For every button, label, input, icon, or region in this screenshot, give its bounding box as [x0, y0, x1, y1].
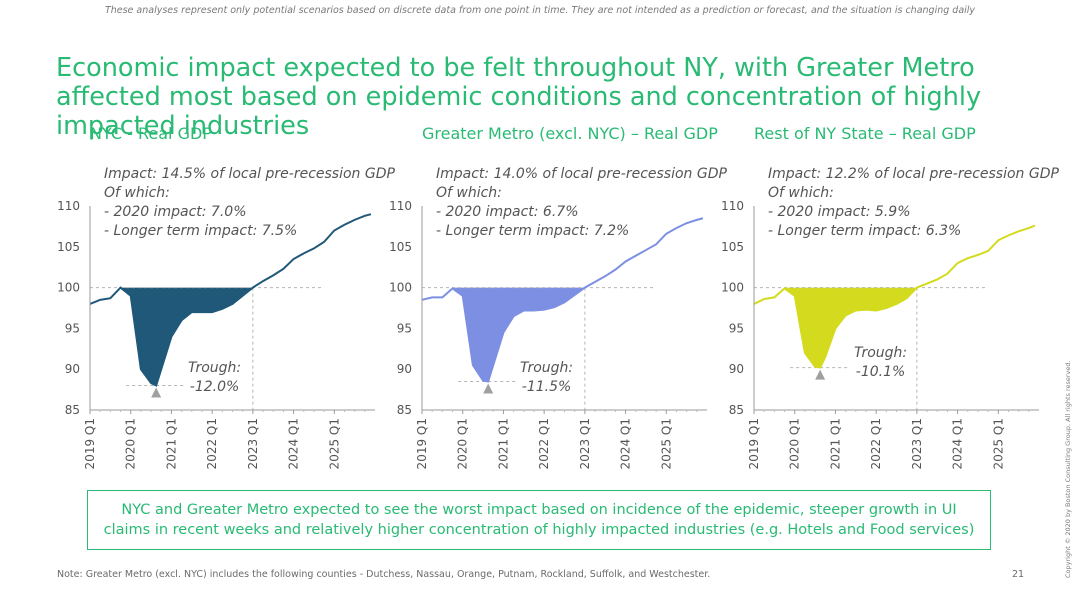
trough-marker — [483, 383, 494, 394]
chart-panel-rest-of-ny: 85 90 95 100 105 110 2019 Q1 2020 Q1 2021 Q1 2022… — [714, 160, 1059, 470]
impact-longer-term: - Longer term impact: 7.5% — [104, 223, 298, 239]
trough-marker — [151, 387, 162, 398]
y-tick-label: 110 — [57, 199, 80, 213]
chart-title-rest-of-ny: Rest of NY State – Real GDP — [754, 124, 976, 143]
impact-total: Impact: 14.5% of local pre-recession GDP — [104, 166, 395, 182]
chart-panel-greater-metro: 85 90 95 100 105 110 2019 Q1 2020 Q1 2021 Q1 2022… — [382, 160, 727, 470]
y-tick-label: 105 — [57, 240, 80, 254]
y-tick-label: 90 — [65, 362, 80, 376]
x-tick-label: 2022 Q1 — [205, 418, 219, 469]
trough-annotation-rest-of-ny: Trough: -10.1% — [854, 344, 907, 382]
impact-area — [452, 287, 585, 382]
x-tick-label: 2022 Q1 — [537, 418, 551, 469]
gdp-series-line — [89, 213, 372, 387]
gdp-chart-greater-metro: 85 90 95 100 105 110 2019 Q1 2020 Q1 2021 Q1 2022… — [389, 199, 707, 469]
trough-value: -12.0% — [189, 379, 240, 395]
key-takeaway-box: NYC and Greater Metro expected to see th… — [87, 490, 991, 550]
x-tick-label: 2020 Q1 — [456, 418, 470, 469]
impact-area — [120, 287, 253, 386]
impact-longer-term: - Longer term impact: 6.3% — [768, 223, 962, 239]
y-tick-label: 100 — [389, 281, 412, 295]
gdp-series-line — [753, 224, 1036, 369]
gdp-chart-rest-of-ny: 85 90 95 100 105 110 2019 Q1 2020 Q1 2021 Q1 2022… — [721, 199, 1039, 469]
x-tick-label: 2024 Q1 — [287, 418, 301, 469]
y-tick-label: 85 — [65, 403, 80, 417]
y-tick-label: 95 — [729, 321, 744, 335]
x-tick-label: 2023 Q1 — [246, 418, 260, 469]
key-takeaway-text: NYC and Greater Metro expected to see th… — [103, 502, 975, 538]
impact-of-which: Of which: — [436, 185, 502, 201]
slide-title: Economic impact expected to be felt thro… — [56, 53, 982, 141]
chart-title-greater-metro: Greater Metro (excl. NYC) – Real GDP — [422, 124, 718, 143]
footnote: Note: Greater Metro (excl. NYC) includes… — [57, 569, 711, 580]
x-tick-label: 2022 Q1 — [869, 418, 883, 469]
x-tick-label: 2023 Q1 — [578, 418, 592, 469]
impact-total: Impact: 14.0% of local pre-recession GDP — [436, 166, 727, 182]
y-tick-label: 105 — [389, 240, 412, 254]
trough-annotation-nyc: Trough: -12.0% — [188, 359, 241, 397]
x-tick-label: 2021 Q1 — [164, 418, 178, 469]
trough-label: Trough: — [188, 360, 242, 376]
y-tick-label: 95 — [397, 321, 412, 335]
y-tick-label: 85 — [729, 403, 744, 417]
x-tick-label: 2020 Q1 — [788, 418, 802, 469]
gdp-series-line — [421, 217, 704, 383]
y-tick-label: 110 — [721, 199, 744, 213]
disclaimer-text: These analyses represent only potential … — [104, 5, 976, 16]
copyright-notice: Copyright © 2020 by Boston Consulting Gr… — [1064, 360, 1072, 578]
impact-summary-greater-metro: Impact: 14.0% of local pre-recession GDP… — [436, 165, 727, 241]
x-tick-label: 2019 Q1 — [747, 418, 761, 469]
impact-total: Impact: 12.2% of local pre-recession GDP — [768, 166, 1059, 182]
page-number: 21 — [1012, 569, 1025, 580]
y-tick-label: 100 — [721, 281, 744, 295]
trough-marker — [815, 369, 826, 380]
impact-2020: - 2020 impact: 6.7% — [436, 204, 579, 220]
impact-summary-rest-of-ny: Impact: 12.2% of local pre-recession GDP… — [768, 165, 1059, 241]
y-tick-label: 110 — [389, 199, 412, 213]
x-tick-label: 2024 Q1 — [951, 418, 965, 469]
chart-title-nyc: NYC - Real GDP — [90, 124, 212, 143]
x-tick-label: 2020 Q1 — [124, 418, 138, 469]
trough-label: Trough: — [854, 345, 908, 361]
x-tick-label: 2021 Q1 — [496, 418, 510, 469]
x-tick-label: 2024 Q1 — [619, 418, 633, 469]
x-tick-label: 2019 Q1 — [83, 418, 97, 469]
y-tick-label: 105 — [721, 240, 744, 254]
y-tick-label: 90 — [729, 362, 744, 376]
x-tick-label: 2025 Q1 — [327, 418, 341, 469]
chart-panel-nyc: 85 90 95 100 105 110 2019 Q1 2020 Q1 2021 Q1 2022… — [50, 160, 395, 470]
impact-2020: - 2020 impact: 7.0% — [104, 204, 247, 220]
trough-annotation-greater-metro: Trough: -11.5% — [520, 359, 573, 397]
trough-value: -11.5% — [521, 379, 572, 395]
impact-of-which: Of which: — [768, 185, 834, 201]
x-tick-label: 2025 Q1 — [991, 418, 1005, 469]
y-tick-label: 95 — [65, 321, 80, 335]
x-tick-label: 2025 Q1 — [659, 418, 673, 469]
trough-label: Trough: — [520, 360, 574, 376]
impact-of-which: Of which: — [104, 185, 170, 201]
impact-2020: - 2020 impact: 5.9% — [768, 204, 911, 220]
y-tick-label: 85 — [397, 403, 412, 417]
impact-longer-term: - Longer term impact: 7.2% — [436, 223, 630, 239]
x-tick-label: 2021 Q1 — [828, 418, 842, 469]
gdp-chart-nyc: 85 90 95 100 105 110 2019 Q1 2020 Q1 2021 Q1 2022… — [57, 199, 375, 469]
x-tick-label: 2023 Q1 — [910, 418, 924, 469]
y-tick-label: 100 — [57, 281, 80, 295]
impact-summary-nyc: Impact: 14.5% of local pre-recession GDP… — [104, 165, 395, 241]
trough-value: -10.1% — [855, 364, 906, 380]
x-tick-label: 2019 Q1 — [415, 418, 429, 469]
y-tick-label: 90 — [397, 362, 412, 376]
